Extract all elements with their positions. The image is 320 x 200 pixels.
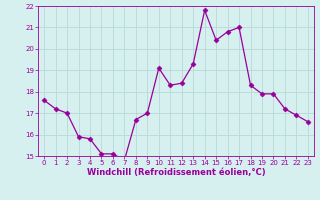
X-axis label: Windchill (Refroidissement éolien,°C): Windchill (Refroidissement éolien,°C) bbox=[87, 168, 265, 177]
